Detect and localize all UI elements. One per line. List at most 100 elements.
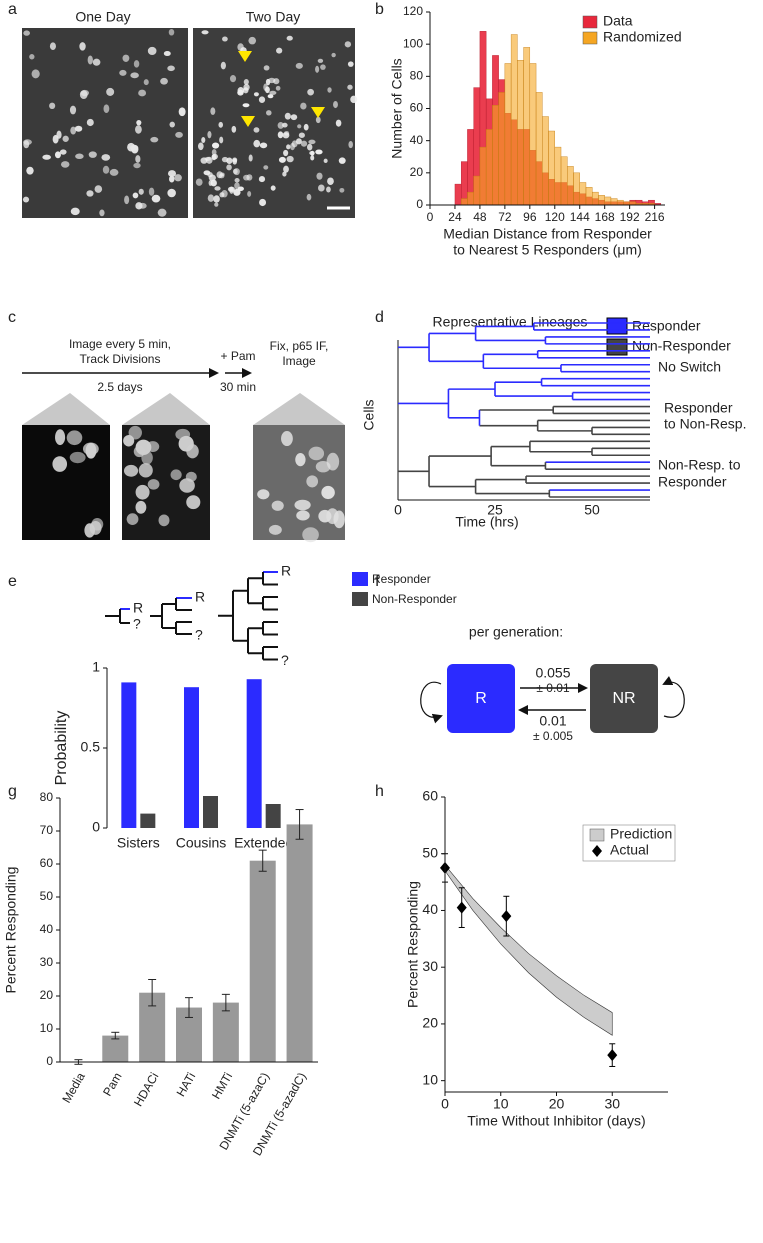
histogram-bar (510, 34, 518, 206)
nucleus (339, 187, 345, 193)
step-text: Image (282, 354, 316, 368)
x-tick-label: 96 (523, 210, 537, 224)
lineage-title: Representative Lineages (433, 314, 588, 330)
x-tick-label: HATi (174, 1070, 199, 1099)
histogram-bar (460, 198, 468, 206)
histogram-bar (535, 92, 543, 206)
self-loop (662, 676, 685, 718)
nucleus (214, 186, 221, 191)
legend-label: Responder (632, 318, 701, 334)
nucleus (243, 87, 249, 94)
histogram-bar (604, 196, 612, 206)
x-tick-label: 30 (604, 1096, 620, 1112)
y-tick-label: 50 (40, 889, 54, 903)
nucleus (242, 103, 250, 108)
nucleus (286, 155, 294, 163)
nucleus (315, 460, 331, 473)
error-bar (258, 849, 267, 872)
rate-error: ± 0.005 (533, 729, 573, 743)
nucleus (350, 95, 358, 104)
legend-label: Prediction (610, 826, 672, 842)
nucleus (122, 54, 130, 62)
marker-arrow (238, 51, 252, 62)
histogram-bar (498, 92, 506, 206)
y-tick-label: 80 (410, 69, 424, 83)
nucleus (143, 79, 149, 86)
prediction-band (444, 864, 613, 1036)
nucleus (128, 425, 142, 440)
nucleus (303, 123, 309, 131)
histogram-bar (529, 63, 537, 206)
y-tick-label: 60 (410, 101, 424, 115)
nucleus (234, 182, 240, 190)
nucleus (204, 156, 211, 161)
panel-label: f (375, 573, 380, 590)
nucleus (208, 180, 213, 186)
legend-label: Randomized (603, 29, 682, 45)
legend-swatch (589, 828, 605, 842)
legend-label: Non-Responder (632, 338, 731, 354)
nucleus (126, 513, 139, 525)
axis-label: Cells (361, 399, 377, 430)
nucleus (69, 105, 77, 115)
x-tick-label: HMTi (209, 1070, 235, 1101)
nucleus (253, 127, 260, 133)
nucleus (308, 446, 325, 461)
y-tick-label: 80 (40, 790, 54, 804)
x-tick-label: 20 (549, 1096, 565, 1112)
step-text: Track Divisions (80, 352, 161, 366)
nucleus (338, 157, 346, 164)
nucleus (258, 175, 266, 183)
nucleus (229, 75, 237, 83)
nucleus (269, 90, 277, 95)
step-text: + Pam (220, 349, 255, 363)
nucleus (347, 61, 354, 67)
y-tick-label: 40 (422, 901, 438, 917)
nucleus (87, 55, 93, 65)
nucleus (106, 87, 115, 96)
x-tick-label: 168 (595, 210, 615, 224)
y-tick-label: 20 (410, 165, 424, 179)
nucleus (178, 107, 186, 117)
diagram-title: per generation: (469, 624, 563, 640)
nucleus (213, 195, 220, 203)
x-tick-label: 72 (498, 210, 512, 224)
nucleus (23, 30, 30, 36)
nucleus (210, 107, 216, 115)
nucleus (270, 185, 276, 191)
y-tick-label: 40 (40, 922, 54, 936)
lineage-annotation: No Switch (658, 359, 721, 375)
nucleus (168, 175, 175, 183)
bar (121, 682, 137, 828)
nucleus (219, 192, 225, 198)
nucleus (62, 135, 69, 142)
nucleus (99, 209, 105, 217)
nucleus (55, 429, 66, 446)
histogram-bar (598, 195, 605, 206)
nucleus (253, 139, 261, 148)
nucleus (286, 144, 291, 150)
nucleus (219, 136, 224, 144)
nucleus (211, 142, 220, 149)
y-tick-label: 20 (422, 1015, 438, 1031)
nucleus (160, 77, 168, 85)
nucleus (281, 431, 293, 447)
x-tick-label: HDACi (131, 1070, 161, 1109)
nucleus (308, 139, 316, 145)
nucleus (248, 154, 253, 162)
x-tick-label: Pam (100, 1070, 124, 1098)
nucleus (284, 112, 291, 120)
nucleus (158, 514, 170, 527)
y-tick-label: 1 (92, 659, 100, 675)
nucleus (222, 36, 228, 42)
histogram-bar (554, 146, 562, 206)
nucleus (132, 192, 139, 199)
nucleus (92, 58, 101, 66)
nucleus (167, 65, 175, 72)
error-bar (148, 979, 157, 1007)
nucleus (277, 121, 284, 129)
marker-arrow (241, 116, 255, 127)
nucleus (229, 186, 234, 194)
